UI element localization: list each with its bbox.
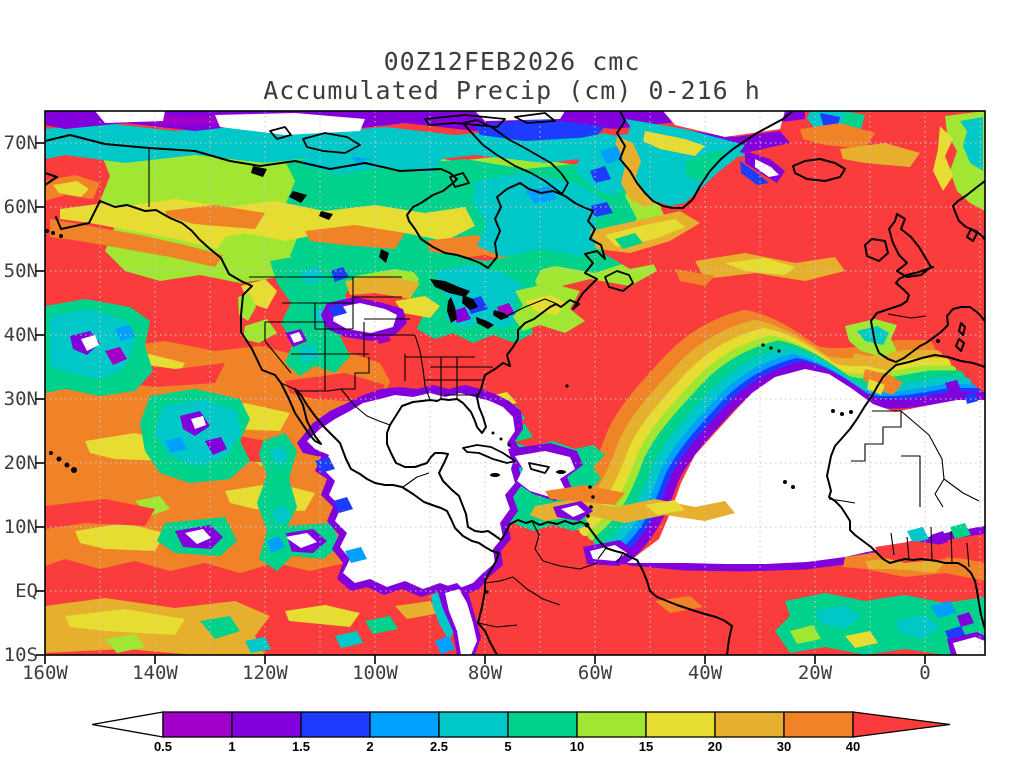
colorbar-level-label: 2 xyxy=(366,739,373,754)
lat-tick-label: 40N xyxy=(3,324,38,346)
colorbar-segment xyxy=(783,711,854,738)
colorbar-segment xyxy=(369,711,440,738)
axis-ticks xyxy=(36,142,926,664)
map-frame xyxy=(44,110,986,656)
lon-tick-label: 160W xyxy=(22,662,68,684)
graticule xyxy=(45,111,985,655)
islands-and-lakes xyxy=(45,112,940,594)
colorbar-segment xyxy=(300,711,371,738)
lat-tick-label: EQ xyxy=(15,580,38,602)
colorbar-level-label: 2.5 xyxy=(430,739,448,754)
colorbar-level-label: 15 xyxy=(639,739,653,754)
lon-tick-label: 80W xyxy=(467,662,503,684)
colorbar-level-label: 1 xyxy=(228,739,235,754)
lat-tick-label: 10N xyxy=(3,516,38,538)
political-borders xyxy=(148,148,980,628)
lon-tick-label: 40W xyxy=(687,662,723,684)
run-title: 00Z12FEB2026 cmc xyxy=(383,47,641,76)
colorbar-level-label: 40 xyxy=(846,739,860,754)
colorbar-segment xyxy=(438,711,509,738)
lat-tick-label: 30N xyxy=(3,388,38,410)
colorbar-segment xyxy=(231,711,302,738)
lat-tick-label: 10S xyxy=(3,644,38,666)
lon-tick-label: 120W xyxy=(242,662,288,684)
lon-tick-label: 20W xyxy=(797,662,833,684)
colorbar-segment xyxy=(162,711,233,738)
colorbar-level-label: 20 xyxy=(708,739,722,754)
colorbar-level-label: 5 xyxy=(504,739,511,754)
colorbar-level-label: 10 xyxy=(570,739,584,754)
colorbar-level-label: 0.5 xyxy=(154,739,172,754)
above-range-arrow xyxy=(852,711,951,738)
colorbar-segment xyxy=(714,711,785,738)
lon-tick-label: 0 xyxy=(919,662,931,684)
colorbar: 0.5 1 1.5 2 2.5 5 10 15 20 30 40 xyxy=(92,711,951,754)
lon-tick-label: 60W xyxy=(577,662,613,684)
below-range-arrow xyxy=(92,711,164,738)
lon-tick-label: 140W xyxy=(132,662,178,684)
lon-tick-label: 100W xyxy=(352,662,398,684)
precip-field xyxy=(45,111,985,655)
colorbar-segment xyxy=(645,711,716,738)
lat-tick-label: 20N xyxy=(3,452,38,474)
colorbar-segment xyxy=(576,711,647,738)
field-title: Accumulated Precip (cm) 0-216 h xyxy=(263,76,761,105)
colorbar-segment xyxy=(507,711,578,738)
lat-tick-label: 50N xyxy=(3,260,38,282)
colorbar-level-label: 1.5 xyxy=(292,739,310,754)
colorbar-level-label: 30 xyxy=(777,739,791,754)
lat-tick-label: 60N xyxy=(3,196,38,218)
lat-tick-label: 70N xyxy=(3,132,38,154)
